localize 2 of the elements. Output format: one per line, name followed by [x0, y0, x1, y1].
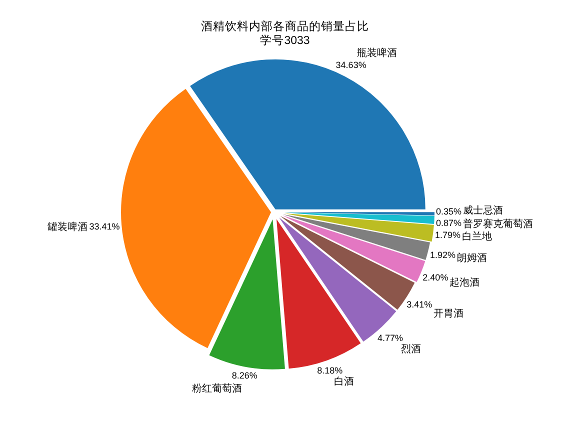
subtitle: 学号3033 — [260, 35, 310, 47]
title: 酒精饮料内部各商品的销量占比 — [201, 21, 369, 33]
